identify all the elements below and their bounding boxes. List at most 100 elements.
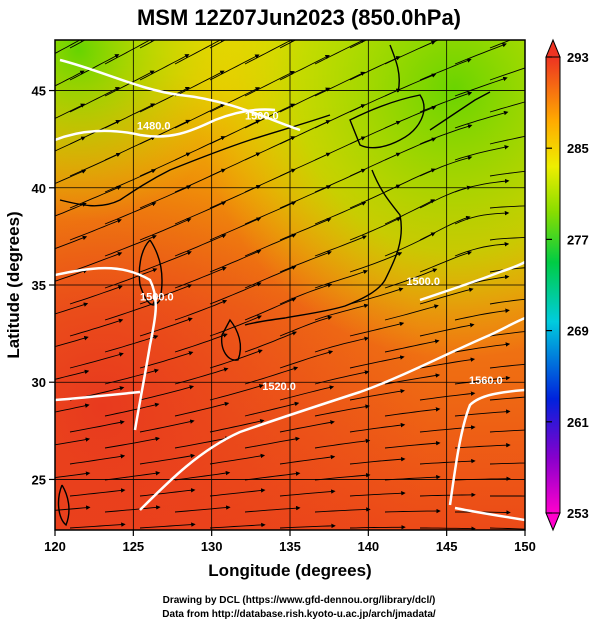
streamline [174, 436, 230, 449]
x-tick-label: 135 [279, 539, 301, 554]
coastline-korea [138, 239, 163, 306]
colorbar-tick-label: 277 [567, 232, 589, 247]
coastline-china [59, 114, 331, 207]
streamline [419, 91, 473, 113]
streamline [69, 454, 126, 465]
streamline [244, 436, 300, 449]
streamline [55, 136, 86, 152]
contour-labels: 1500.0 1500.0 1520.0 1560.0 1500.0 1480.0 [137, 111, 503, 393]
contour-label: 1500.0 [245, 111, 279, 123]
streamline [244, 40, 295, 65]
streamline [69, 522, 126, 529]
streamline [489, 527, 525, 530]
streamline [69, 54, 120, 81]
streamline [349, 56, 401, 81]
streamline [174, 103, 226, 129]
streamline [139, 317, 193, 337]
streamline [314, 438, 371, 449]
streamline [209, 40, 226, 49]
streamline [69, 40, 86, 49]
streamline [244, 331, 297, 353]
streamline [139, 419, 195, 433]
streamline [209, 54, 260, 81]
streamline [69, 218, 122, 241]
streamline [174, 201, 227, 225]
streamline [174, 333, 228, 353]
streamline [209, 384, 264, 401]
streamline [69, 420, 125, 433]
streamline [489, 205, 525, 209]
streamline [349, 40, 368, 49]
streamline [174, 505, 231, 513]
streamline [55, 103, 86, 119]
streamline [349, 524, 406, 530]
streamline [69, 488, 126, 497]
streamline [279, 185, 332, 209]
streamline [384, 339, 440, 353]
x-tick-label: 130 [201, 539, 223, 554]
streamline [279, 420, 335, 433]
streamline [55, 202, 87, 217]
contour-label: 1480.0 [137, 120, 171, 132]
streamline [489, 462, 525, 465]
x-tick-label: 145 [436, 539, 458, 554]
streamline [349, 321, 405, 337]
streamline [69, 152, 121, 177]
streamline [349, 287, 404, 305]
streamline [55, 369, 90, 380]
streamline [55, 269, 88, 282]
contour-1500 [55, 266, 158, 431]
streamline [139, 453, 196, 465]
coastline-taiwan [57, 484, 70, 527]
streamline [244, 265, 297, 289]
x-axis-ticks: 120 125 130 135 140 145 150 [44, 530, 536, 554]
streamline [279, 523, 336, 529]
streamline [104, 505, 161, 513]
streamline [419, 124, 473, 145]
streamline [279, 40, 297, 49]
streamline [69, 285, 123, 305]
streamline [489, 236, 525, 241]
streamline [314, 40, 366, 65]
contour-1500-east [419, 260, 525, 302]
streamline [55, 169, 87, 185]
streamline [419, 251, 473, 273]
y-tick-label: 45 [32, 84, 46, 99]
streamline [489, 298, 525, 305]
streamline [139, 40, 156, 49]
streamline [489, 101, 525, 113]
streamline [314, 370, 370, 385]
streamline [174, 70, 225, 97]
streamline [349, 217, 402, 241]
streamline [139, 251, 192, 273]
streamline [349, 388, 405, 401]
colorbar-tick-label: 293 [567, 50, 589, 65]
y-axis-label: Latitude (degrees) [4, 211, 23, 358]
streamline [139, 351, 194, 369]
credit-drawing: Drawing by DCL (https://www.gfd-dennou.o… [163, 595, 436, 606]
streamline [489, 396, 525, 401]
streamline [314, 235, 367, 257]
streamline [139, 54, 190, 81]
height-contours [55, 58, 525, 522]
contour-1480 [55, 108, 276, 142]
streamline [454, 43, 507, 65]
streamline [419, 58, 472, 81]
coastline-sakhalin [389, 44, 400, 93]
streamline [104, 368, 159, 385]
streamline [384, 407, 441, 417]
streamline [139, 152, 191, 177]
streamline [454, 76, 508, 97]
streamline [384, 40, 436, 65]
streamline [279, 283, 333, 305]
contour-1500-north [59, 58, 301, 132]
streamline [209, 418, 265, 433]
streamline [209, 488, 266, 497]
streamline [55, 40, 85, 54]
x-tick-label: 140 [357, 539, 379, 554]
streamline [279, 350, 334, 369]
streamline [384, 304, 439, 321]
streamline [209, 185, 261, 209]
streamline [69, 87, 120, 113]
map-title: MSM 12Z07Jun2023 (850.0hPa) [137, 5, 461, 30]
